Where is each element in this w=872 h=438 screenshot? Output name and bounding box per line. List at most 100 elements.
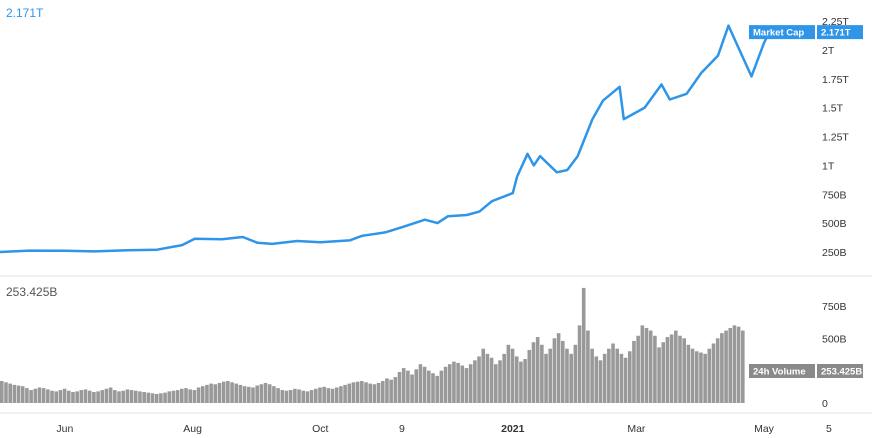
volume-bar	[443, 366, 448, 403]
volume-bar	[690, 348, 695, 403]
volume-bar	[640, 325, 645, 403]
volume-bar	[531, 342, 536, 403]
volume-bar	[694, 351, 699, 403]
volume-bar	[29, 390, 33, 403]
time-axis-tick: Oct	[312, 423, 328, 435]
volume-bar	[133, 390, 138, 403]
volume-bar	[699, 352, 703, 403]
volume-bar	[598, 360, 603, 403]
volume-bar	[4, 382, 8, 403]
last-value-badges: Market Cap 2.171T 24h Volume 253.425B	[749, 25, 863, 378]
volume-bar	[192, 390, 197, 403]
volume-bar	[284, 390, 289, 403]
volume-bar	[100, 390, 105, 403]
volume-badge-label-bg	[749, 364, 815, 378]
volume-bar	[594, 356, 599, 403]
volume-bar	[464, 368, 469, 403]
volume-bar	[242, 386, 247, 403]
market-cap-series	[0, 24, 772, 254]
volume-bar	[674, 330, 678, 403]
time-axis-tick: Mar	[627, 423, 646, 435]
volume-bar	[213, 384, 218, 403]
volume-bar	[552, 338, 557, 403]
volume-badge: 24h Volume 253.425B	[749, 364, 863, 378]
volume-bar	[79, 390, 84, 403]
volume-bar	[452, 361, 456, 403]
volume-bar	[226, 381, 230, 403]
volume-bar	[41, 388, 46, 403]
volume-bar	[83, 389, 88, 403]
time-axis-tick: 2021	[501, 423, 525, 435]
volume-bar	[514, 356, 519, 403]
volume-bar	[636, 335, 640, 403]
volume-bar	[414, 369, 419, 403]
volume-bar	[263, 382, 268, 403]
volume-bar	[569, 353, 573, 403]
volume-bar	[255, 385, 259, 403]
volume-bar	[611, 343, 615, 403]
market-cap-badge-value-bg	[817, 25, 863, 40]
volume-bar	[644, 327, 649, 403]
volume-bar	[305, 391, 310, 403]
volume-bar	[401, 368, 406, 403]
volume-bar	[217, 382, 222, 403]
volume-bar	[473, 360, 477, 403]
volume-bar	[519, 361, 523, 403]
volume-bar	[573, 344, 578, 403]
volume-bar	[37, 387, 42, 403]
volume-bar	[732, 325, 737, 403]
volume-bar	[586, 330, 590, 403]
volume-bar	[355, 381, 360, 403]
price-axis-tick: 1.75T	[822, 74, 849, 86]
volume-bar	[288, 390, 293, 403]
volume-bar	[129, 390, 134, 403]
volume-bar	[142, 392, 146, 403]
volume-bar	[25, 388, 29, 403]
time-axis-tick: 5	[826, 423, 832, 435]
volume-bar	[66, 390, 71, 403]
volume-bar	[301, 390, 306, 403]
volume-bar	[548, 348, 553, 403]
volume-bar	[431, 373, 435, 403]
volume-bar	[117, 391, 121, 403]
volume-bar	[368, 383, 372, 403]
volume-bar	[527, 349, 532, 403]
volume-bar	[703, 353, 707, 403]
volume-axis-tick: 500B	[822, 333, 847, 345]
volume-bar	[481, 348, 486, 403]
volume-bar	[188, 389, 192, 403]
volume-bar	[372, 384, 377, 403]
volume-bar	[741, 330, 745, 403]
volume-bar	[75, 391, 79, 403]
volume-bar	[230, 382, 234, 403]
volume-bar	[602, 353, 607, 403]
volume-bar	[104, 388, 109, 403]
volume-bar	[175, 390, 180, 403]
volume-bar	[267, 384, 272, 403]
volume-bar	[544, 353, 548, 403]
volume-bar	[422, 366, 427, 403]
volume-bar	[347, 383, 352, 403]
volume-bar	[376, 382, 381, 403]
volume-bar	[506, 344, 511, 403]
volume-bar	[427, 370, 431, 403]
volume-bar	[619, 353, 624, 403]
volume-bar	[71, 392, 75, 403]
volume-bar	[653, 335, 657, 403]
volume-bar	[615, 348, 620, 403]
volume-bar	[154, 393, 159, 403]
volume-badge-value-bg	[817, 364, 863, 378]
volume-bar	[150, 393, 155, 403]
volume-bar	[477, 356, 481, 403]
volume-bar	[406, 370, 410, 403]
volume-bar	[665, 337, 670, 403]
volume-bar	[577, 325, 582, 403]
volume-bar	[234, 383, 239, 403]
market-cap-line	[0, 24, 772, 254]
volume-bar	[556, 333, 561, 403]
volume-bar	[62, 388, 67, 403]
volume-bar	[339, 386, 343, 403]
volume-bar	[247, 386, 251, 403]
volume-bar	[12, 384, 17, 403]
